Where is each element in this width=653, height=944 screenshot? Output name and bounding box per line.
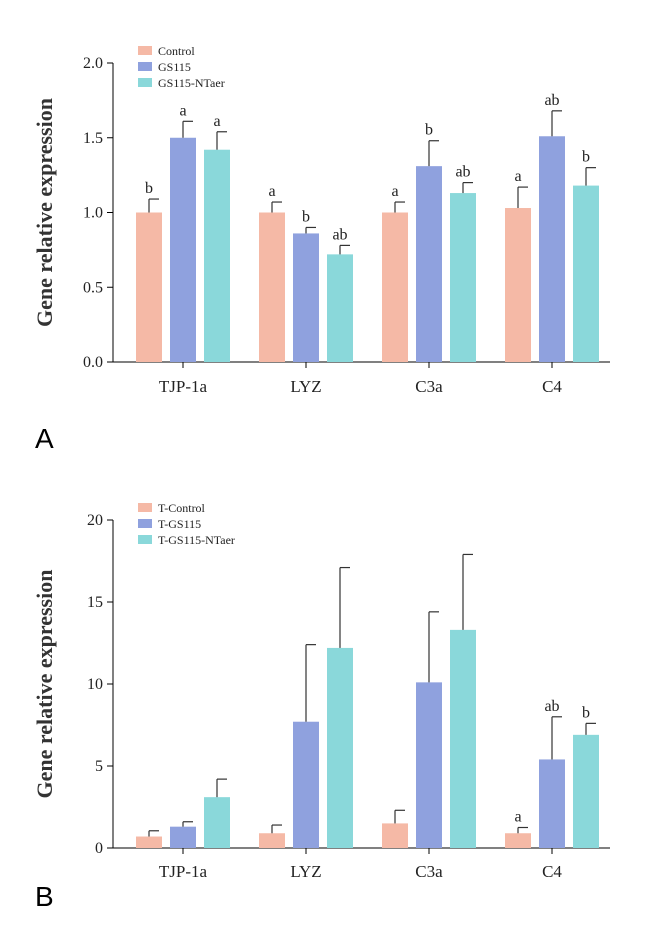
- legend-swatch: [138, 535, 152, 544]
- significance-label: a: [213, 113, 220, 130]
- x-tick-label: C4: [542, 862, 562, 881]
- x-tick-label: C3a: [415, 862, 443, 881]
- legend-label: Control: [158, 44, 195, 58]
- bar: [573, 185, 599, 362]
- significance-label: ab: [455, 164, 470, 181]
- legend-swatch: [138, 78, 152, 87]
- bar: [327, 254, 353, 362]
- significance-label: b: [582, 149, 590, 166]
- y-tick-label: 1.0: [83, 205, 103, 222]
- bar: [293, 233, 319, 362]
- y-axis-label: Gene relative expression: [32, 98, 57, 327]
- bar: [204, 797, 230, 848]
- legend-label: T-GS115: [158, 517, 201, 531]
- bar: [170, 137, 196, 362]
- bar: [136, 836, 162, 848]
- bar: [327, 647, 353, 848]
- y-tick-label: 10: [87, 676, 103, 693]
- legend-label: T-GS115-NTaer: [158, 533, 235, 547]
- bar: [416, 166, 442, 362]
- bar: [136, 212, 162, 362]
- significance-label: a: [514, 809, 521, 826]
- y-tick-label: 20: [87, 512, 103, 529]
- bar: [293, 721, 319, 848]
- bar: [416, 682, 442, 848]
- y-tick-label: 0: [95, 840, 103, 857]
- legend-swatch: [138, 519, 152, 528]
- panel-label: A: [35, 423, 54, 454]
- legend-label: T-Control: [158, 501, 206, 515]
- bar: [450, 629, 476, 848]
- significance-label: a: [179, 102, 186, 119]
- y-tick-label: 5: [95, 758, 103, 775]
- bar: [382, 212, 408, 362]
- bar: [259, 212, 285, 362]
- significance-label: ab: [544, 698, 559, 715]
- chart-panel-a: 0.0 0.5 1.0 1.5 2.0 Gene relative expression T…: [32, 44, 610, 454]
- legend-label: GS115-NTaer: [158, 76, 225, 90]
- x-tick-label: C4: [542, 377, 562, 396]
- legend-swatch: [138, 62, 152, 71]
- y-tick-label: 1.5: [83, 130, 103, 147]
- x-tick-label: TJP-1a: [159, 862, 208, 881]
- bar: [539, 136, 565, 362]
- significance-label: a: [268, 183, 275, 200]
- significance-label: b: [425, 122, 433, 139]
- y-tick-label: 15: [87, 594, 103, 611]
- significance-label: ab: [544, 92, 559, 109]
- chart-panel-b: 0 5 10 15 20 Gene relative expression TJP-1a LY…: [32, 501, 610, 912]
- y-tick-label: 0.0: [83, 354, 103, 371]
- x-tick-label: LYZ: [290, 862, 321, 881]
- bar: [259, 833, 285, 848]
- bar: [505, 833, 531, 848]
- y-axis-label: Gene relative expression: [32, 570, 57, 799]
- legend-label: GS115: [158, 60, 191, 74]
- panel-label: B: [35, 881, 54, 912]
- bar: [539, 759, 565, 848]
- bar: [573, 734, 599, 848]
- significance-label: b: [302, 208, 310, 225]
- bar: [450, 193, 476, 362]
- significance-label: b: [145, 180, 153, 197]
- y-tick-label: 2.0: [83, 55, 103, 72]
- significance-label: a: [391, 183, 398, 200]
- legend-swatch: [138, 503, 152, 512]
- significance-label: ab: [332, 226, 347, 243]
- x-tick-label: LYZ: [290, 377, 321, 396]
- x-tick-label: C3a: [415, 377, 443, 396]
- y-tick-label: 0.5: [83, 279, 103, 296]
- legend-swatch: [138, 46, 152, 55]
- x-tick-label: TJP-1a: [159, 377, 208, 396]
- bar: [505, 208, 531, 362]
- bar: [382, 823, 408, 848]
- significance-label: b: [582, 704, 590, 721]
- significance-label: a: [514, 168, 521, 185]
- bar: [170, 826, 196, 848]
- bar: [204, 149, 230, 362]
